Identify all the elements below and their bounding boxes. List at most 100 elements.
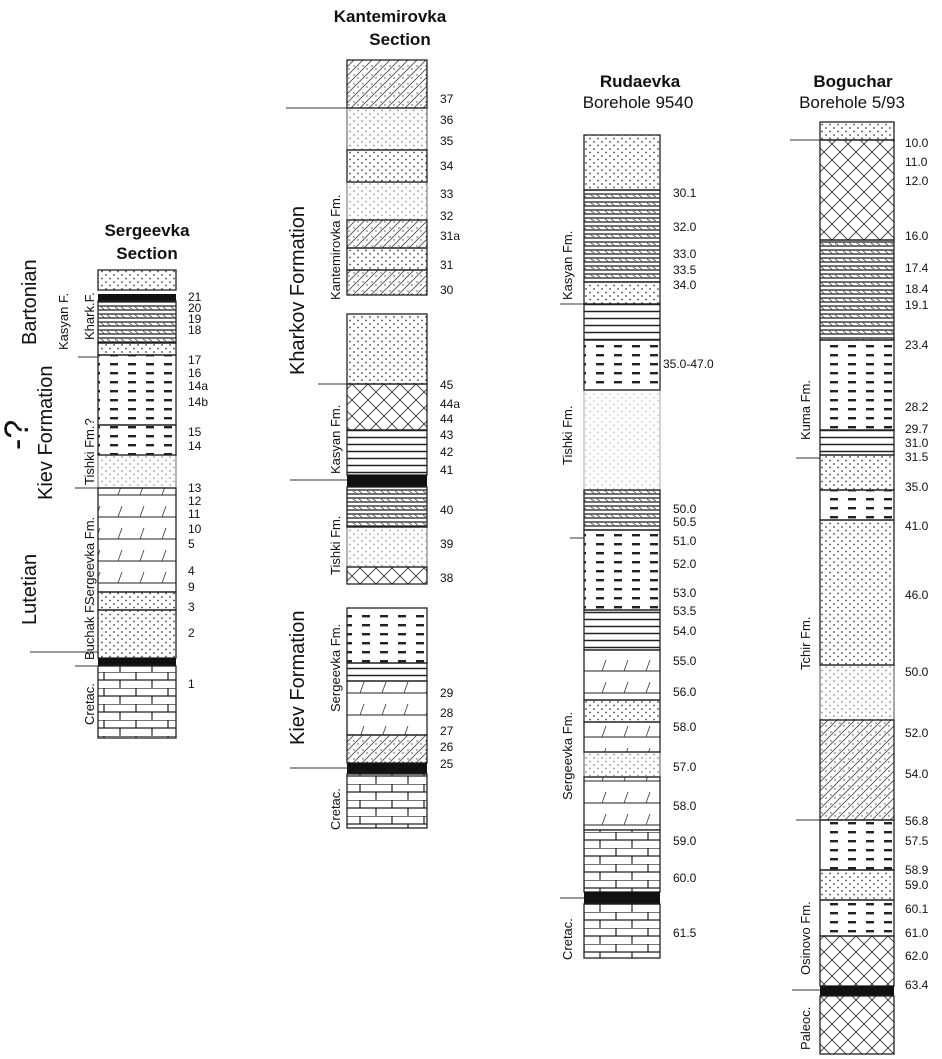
kantemirovka-section: Kantemirovka Section [286, 7, 460, 830]
formation-label: Kasyan Fm. [328, 405, 343, 474]
rudaevka-boundaries [560, 303, 584, 899]
depth-label: 59.0 [673, 834, 697, 848]
depth-label: 31.5 [905, 450, 929, 464]
depth-label: 50.5 [673, 515, 697, 529]
bed-label: 44 [440, 412, 454, 426]
formation-label: Kantemirovka Fm. [328, 195, 343, 300]
bed-label: 31a [440, 229, 460, 243]
sergeevka-title: Sergeevka [104, 221, 190, 240]
bed-label: 25 [440, 757, 454, 771]
sergeevka-formations: Khark.F. Tishki Fm.? Kiev Formation Serg… [0, 259, 97, 725]
depth-label: 51.0 [673, 534, 697, 548]
formation-label: Khark.F. [82, 292, 97, 340]
depth-label: 29.7 [905, 422, 929, 436]
formation-label: Cretac. [560, 918, 575, 960]
bed-label: 15 [188, 425, 202, 439]
depth-label: 59.0 [905, 878, 929, 892]
formation-label: Kiev Formation [287, 611, 309, 746]
depth-label: 12.0 [905, 174, 929, 188]
depth-label: 58.0 [673, 799, 697, 813]
rudaevka-section: Rudaevka Borehole 9540 30.1 32.0 33.0 [560, 72, 714, 960]
bed-label: 14b [188, 395, 208, 409]
bed-label: 34 [440, 159, 454, 173]
sergeevka-boundaries [30, 356, 98, 667]
uncertain-boundary-mark: -? [0, 420, 36, 450]
depth-label: 62.0 [905, 949, 929, 963]
boguchar-column [819, 121, 895, 1055]
rudaevka-subtitle: Borehole 9540 [583, 93, 694, 112]
bed-label: 36 [440, 113, 454, 127]
depth-label: 50.0 [905, 665, 929, 679]
depth-label: 61.0 [905, 926, 929, 940]
bed-label: 21 [188, 290, 202, 304]
depth-label: 32.0 [673, 220, 697, 234]
bed-label: 13 [188, 481, 202, 495]
kantemirovka-title: Kantemirovka [334, 7, 447, 26]
depth-label: 35.0-47.0 [663, 357, 714, 371]
depth-label: 58.9 [905, 863, 929, 877]
bed-label: 37 [440, 92, 454, 106]
formation-label: Osinovo Fm. [798, 901, 813, 975]
depth-label: 41.0 [905, 519, 929, 533]
depth-label: 50.0 [673, 502, 697, 516]
kantemirovka-upper-column [346, 59, 428, 296]
rudaevka-depth-labels: 30.1 32.0 33.0 33.5 34.0 35.0-47.0 50.0 … [663, 186, 714, 940]
depth-label: 56.0 [673, 685, 697, 699]
depth-label: 52.0 [673, 557, 697, 571]
depth-label: 16.0 [905, 229, 929, 243]
boguchar-subtitle: Borehole 5/93 [799, 93, 905, 112]
bed-label: 45 [440, 378, 454, 392]
bed-label: 20 [188, 301, 202, 315]
formation-label: Kharkov Formation [287, 206, 309, 375]
rudaevka-formations: Kasyan Fm. Tishki Fm. Sergeevka Fm. Cret… [560, 231, 575, 960]
bed-label: 33 [440, 187, 454, 201]
depth-label: 35.0 [905, 480, 929, 494]
kantemirovka-lower-column [346, 607, 428, 829]
bed-label: 35 [440, 134, 454, 148]
depth-label: 61.5 [673, 926, 697, 940]
kantemirovka-bed-labels: 37 36 35 34 33 32 31a 31 30 45 44a 44 43… [440, 92, 460, 771]
bed-label: 9 [188, 580, 195, 594]
bed-label: 16 [188, 366, 202, 380]
depth-label: 19.1 [905, 298, 929, 312]
bed-label: 28 [440, 706, 454, 720]
stage-label: Bartonian [19, 259, 41, 345]
boguchar-section: Boguchar Borehole 5/93 10.0 11.0 12.0 16… [790, 72, 929, 1055]
sergeevka-column [97, 269, 177, 739]
boguchar-formations: Kuma Fm. Tchir Fm. Osinovo Fm. Paleoc. [798, 380, 813, 1050]
bed-label: 10 [188, 522, 202, 536]
boguchar-title: Boguchar [813, 72, 893, 91]
formation-label: Sergeevka Fm. [328, 624, 343, 712]
formation-label: Cretac. [82, 683, 97, 725]
formation-label: Kasyan F. [56, 293, 71, 350]
bed-label: 41 [440, 463, 454, 477]
depth-label: 60.1 [905, 902, 929, 916]
bed-label: 14a [188, 379, 208, 393]
depth-label: 17.4 [905, 261, 929, 275]
depth-label: 34.0 [673, 278, 697, 292]
formation-label: Sergeevka Fm. [560, 712, 575, 800]
depth-label: 28.2 [905, 400, 929, 414]
bed-label: 27 [440, 724, 454, 738]
sergeevka-subtitle: Section [116, 244, 177, 263]
kantemirovka-boundaries [286, 107, 347, 769]
bed-label: 30 [440, 283, 454, 297]
stage-label: Lutetian [19, 554, 41, 625]
boguchar-boundaries [790, 139, 820, 991]
formation-label: Cretac. [328, 788, 343, 830]
kantemirovka-middle-column [346, 313, 428, 585]
bed-label: 5 [188, 537, 195, 551]
bed-label: 29 [440, 686, 454, 700]
depth-label: 11.0 [905, 155, 928, 169]
depth-label: 46.0 [905, 588, 929, 602]
depth-label: 57.5 [905, 834, 929, 848]
sergeevka-bed-labels: 21 20 19 18 17 16 14a 14b 15 14 13 12 11… [188, 290, 208, 691]
depth-label: 57.0 [673, 760, 697, 774]
bed-label: 4 [188, 564, 195, 578]
depth-label: 31.0 [905, 436, 929, 450]
bed-label: 26 [440, 740, 454, 754]
depth-label: 54.0 [673, 624, 697, 638]
bed-label: 40 [440, 503, 454, 517]
bed-label: 17 [188, 353, 202, 367]
